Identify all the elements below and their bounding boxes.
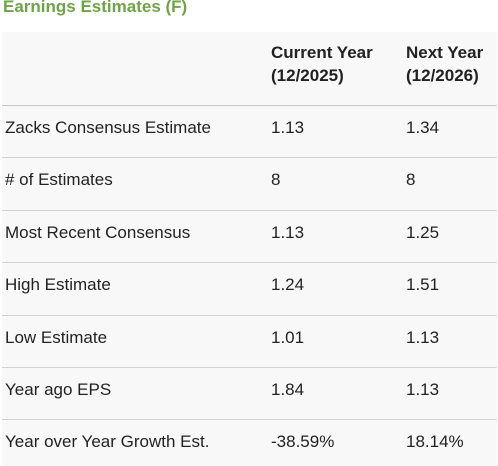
row-next-year-value: 1.34 [406, 118, 440, 137]
row-next-year-value: 8 [406, 170, 416, 190]
row-next-year-value: 18.14% [406, 432, 464, 452]
table-row-most-recent-consensus: Most Recent Consensus 1.13 1.25 [2, 210, 497, 264]
header-current-year-label: Current Year [271, 43, 373, 62]
row-label: Most Recent Consensus [5, 222, 191, 242]
row-label: High Estimate [5, 275, 111, 295]
row-current-year-value: 1.01 [271, 327, 305, 347]
header-next-year-label: Next Year [406, 43, 484, 62]
header-next-year: Next Year (12/2026) [406, 41, 498, 87]
header-current-year: Current Year (12/2025) [271, 41, 391, 87]
row-next-year-value: 1.51 [406, 275, 440, 295]
row-label: Year ago EPS [5, 379, 112, 399]
row-label: Zacks Consensus Estimate [5, 118, 211, 137]
table-row-num-estimates: # of Estimates 8 8 [2, 158, 497, 211]
row-current-year-value: 8 [271, 170, 281, 190]
table-row-low-estimate: Low Estimate 1.01 1.13 [2, 315, 497, 368]
row-current-year-value: 1.84 [271, 379, 305, 399]
row-current-year-value: -38.59% [271, 432, 335, 452]
table-header-row: Current Year (12/2025) Next Year (12/202… [2, 32, 497, 106]
row-next-year-value: 1.13 [406, 379, 440, 399]
row-label: Low Estimate [5, 327, 108, 347]
table-row-zacks-consensus: Zacks Consensus Estimate 1.13 1.34 [2, 106, 497, 159]
earnings-estimates-table: Current Year (12/2025) Next Year (12/202… [2, 32, 497, 466]
table-row-year-ago-eps: Year ago EPS 1.84 1.13 [2, 367, 497, 421]
row-current-year-value: 1.24 [271, 275, 305, 295]
row-next-year-value: 1.13 [406, 327, 440, 347]
row-label: # of Estimates [5, 170, 113, 190]
row-current-year-value: 1.13 [271, 222, 305, 242]
header-next-year-date: (12/2026) [406, 66, 479, 85]
header-current-year-date: (12/2025) [271, 66, 344, 85]
row-current-year-value: 1.13 [271, 118, 305, 137]
section-title: Earnings Estimates (F) [3, 0, 188, 16]
row-label: Year over Year Growth Est. [5, 432, 210, 452]
table-row-high-estimate: High Estimate 1.24 1.51 [2, 263, 497, 316]
table-row-yoy-growth: Year over Year Growth Est. -38.59% 18.14… [2, 420, 497, 466]
row-next-year-value: 1.25 [406, 222, 440, 242]
